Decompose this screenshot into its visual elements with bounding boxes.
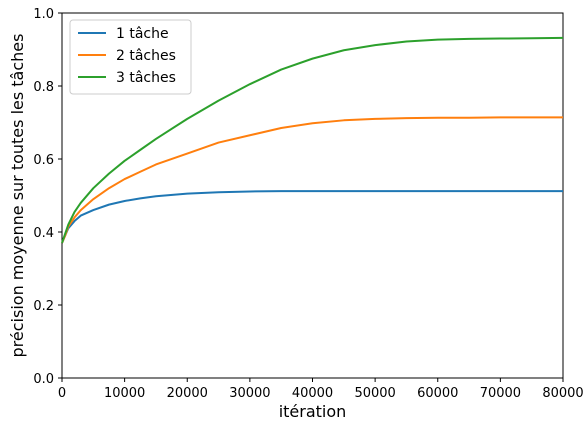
y-tick-label: 0.2 (33, 299, 54, 314)
x-tick-label: 50000 (354, 386, 395, 401)
y-tick-label: 0.6 (33, 153, 54, 168)
series-line-2 (61, 116, 563, 244)
x-tick-label: 60000 (417, 386, 458, 401)
y-tick-label: 0.4 (33, 226, 54, 241)
y-axis-ticks: 0.0 0.2 0.4 0.6 0.8 1.0 (33, 7, 62, 387)
legend-label-3: 3 tâches (116, 70, 176, 86)
legend: 1 tâche 2 tâches 3 tâches (69, 19, 192, 95)
legend-label-1: 1 tâche (116, 26, 169, 42)
y-tick-label: 0.0 (33, 372, 54, 387)
x-tick-label: 30000 (229, 386, 270, 401)
y-axis-label: précision moyenne sur toutes les tâches (8, 34, 27, 358)
y-tick-label: 1.0 (33, 7, 54, 22)
x-tick-label: 80000 (542, 386, 583, 401)
y-tick-label: 0.8 (33, 80, 54, 95)
x-tick-label: 40000 (292, 386, 333, 401)
legend-box (69, 19, 192, 95)
x-tick-label: 20000 (167, 386, 208, 401)
series-line-1 (61, 190, 563, 244)
x-tick-label: 10000 (104, 386, 145, 401)
series-line-3 (61, 36, 564, 244)
x-axis-ticks: 0 10000 20000 30000 40000 50000 60000 70000 8000… (58, 378, 584, 401)
series-layer (61, 36, 564, 244)
legend-label-2: 2 tâches (116, 48, 176, 64)
x-axis-label: itération (279, 402, 347, 421)
x-tick-label: 70000 (480, 386, 521, 401)
x-tick-label: 0 (58, 386, 66, 401)
